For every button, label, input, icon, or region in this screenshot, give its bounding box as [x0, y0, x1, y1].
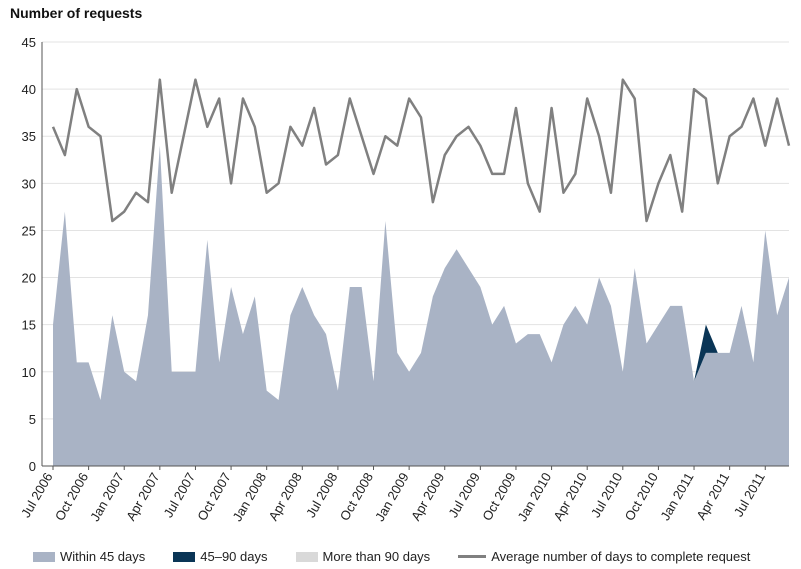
legend-swatch-within-45-days — [33, 551, 55, 562]
legend-item-45-90-days: 45–90 days — [173, 549, 268, 564]
y-tick-label-10: 10 — [22, 365, 36, 380]
y-tick-label-45: 45 — [22, 35, 36, 50]
x-tick-label-jan-2008: Jan 2008 — [230, 470, 270, 524]
y-axis-title: Number of requests — [10, 5, 143, 21]
x-tick-label-apr-2010: Apr 2010 — [550, 470, 589, 523]
y-tick-label-25: 25 — [22, 223, 36, 238]
x-tick-label-jul-2011: Jul 2011 — [731, 470, 768, 519]
y-tick-label-30: 30 — [22, 176, 36, 191]
line-average-number-of-days-to-complete-request — [51, 78, 791, 223]
x-tick-label-apr-2008: Apr 2008 — [266, 470, 305, 523]
y-tick-label-5: 5 — [29, 412, 36, 427]
y-tick-label-15: 15 — [22, 318, 36, 333]
x-tick-label-apr-2011: Apr 2011 — [693, 470, 732, 522]
legend-swatch-average-days — [458, 555, 487, 558]
area-within-45-days — [53, 145, 789, 466]
x-tick-label-jul-2009: Jul 2009 — [445, 470, 483, 520]
legend-item-more-than-90-days: More than 90 days — [295, 549, 431, 564]
legend-label-within-45-days: Within 45 days — [60, 549, 146, 564]
x-tick-label-jan-2010: Jan 2010 — [514, 470, 554, 524]
x-tick-label-jul-2010: Jul 2010 — [588, 470, 626, 520]
legend-label-average-days: Average number of days to complete reque… — [491, 549, 751, 564]
legend-label-45-90-days: 45–90 days — [200, 549, 268, 564]
x-tick-label-oct-2009: Oct 2009 — [479, 470, 518, 523]
legend-item-within-45-days: Within 45 days — [33, 549, 145, 564]
x-tick-label-oct-2006: Oct 2006 — [52, 470, 91, 523]
x-tick-label-jul-2007: Jul 2007 — [160, 470, 198, 520]
x-tick-label-apr-2007: Apr 2007 — [123, 470, 162, 523]
x-tick-label-jan-2007: Jan 2007 — [87, 470, 127, 524]
y-tick-label-0: 0 — [29, 459, 36, 474]
legend-swatch-45-90-days — [173, 551, 196, 562]
legend-item-average-days: Average number of days to complete reque… — [458, 549, 750, 564]
legend: Within 45 days 45–90 days More than 90 d… — [33, 549, 778, 564]
x-tick-label-oct-2008: Oct 2008 — [337, 470, 376, 523]
y-tick-label-40: 40 — [22, 82, 36, 97]
y-tick-label-20: 20 — [22, 271, 36, 286]
y-tick-label-35: 35 — [22, 129, 36, 144]
legend-swatch-more-than-90-days — [295, 551, 318, 562]
legend-label-more-than-90-days: More than 90 days — [322, 549, 431, 564]
x-tick-label-jan-2011: Jan 2011 — [657, 470, 696, 523]
x-tick-label-oct-2010: Oct 2010 — [622, 470, 661, 523]
x-tick-label-jul-2006: Jul 2006 — [18, 470, 56, 520]
x-tick-label-jul-2008: Jul 2008 — [303, 470, 341, 520]
x-tick-label-oct-2007: Oct 2007 — [194, 470, 233, 523]
x-tick-label-apr-2009: Apr 2009 — [408, 470, 447, 523]
x-tick-label-jan-2009: Jan 2009 — [372, 470, 412, 524]
